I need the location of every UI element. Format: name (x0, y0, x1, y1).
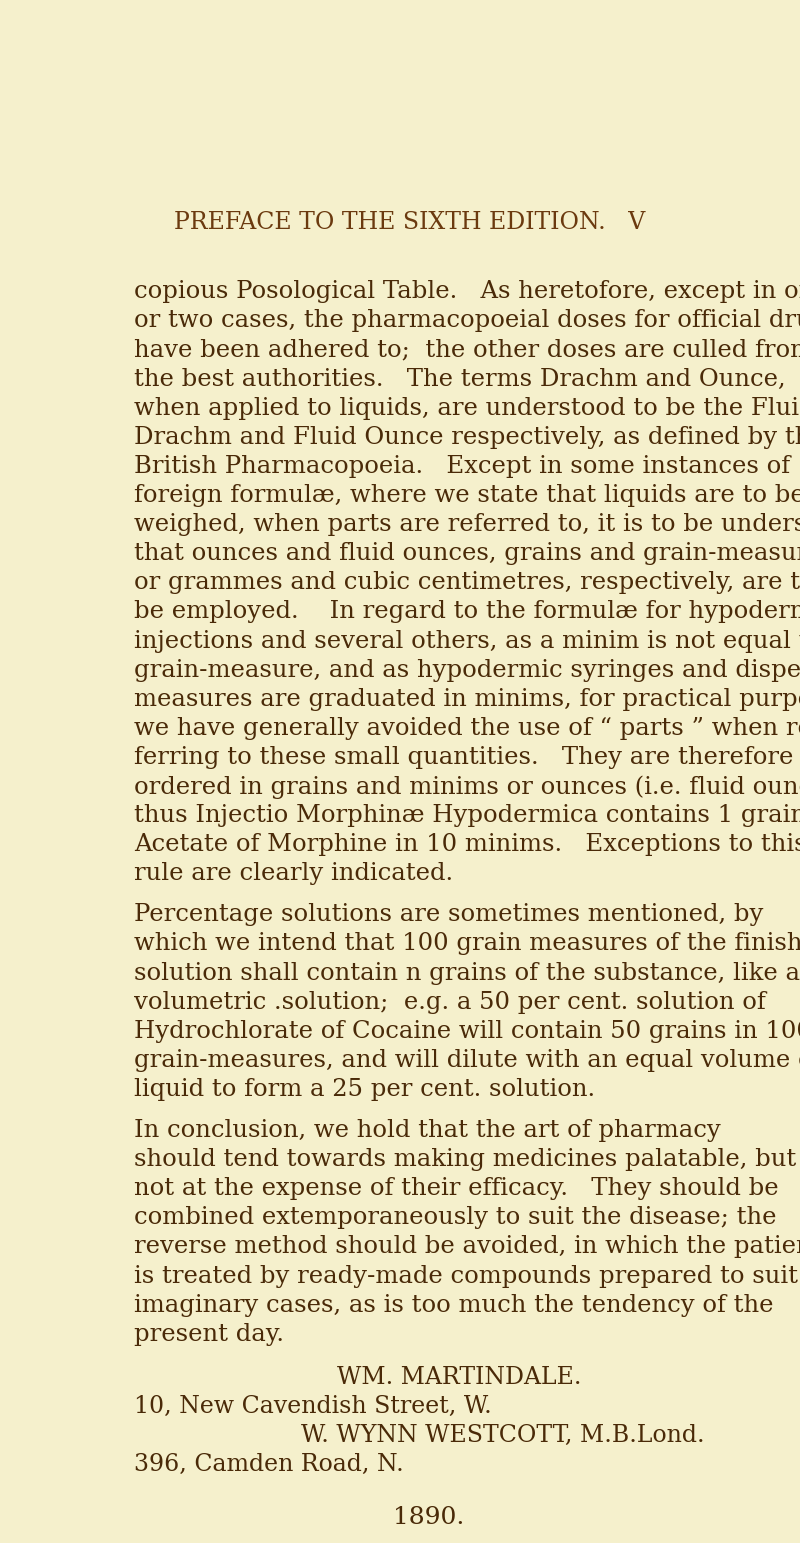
Text: ferring to these small quantities.   They are therefore: ferring to these small quantities. They … (134, 745, 794, 768)
Text: solution shall contain n grains of the substance, like a: solution shall contain n grains of the s… (134, 961, 800, 984)
Text: present day.: present day. (134, 1322, 284, 1345)
Text: be employed.    In regard to the formulæ for hypodermic: be employed. In regard to the formulæ fo… (134, 600, 800, 623)
Text: have been adhered to;  the other doses are culled from: have been adhered to; the other doses ar… (134, 338, 800, 361)
Text: 10, New Cavendish Street, W.: 10, New Cavendish Street, W. (134, 1395, 492, 1418)
Text: should tend towards making medicines palatable, but: should tend towards making medicines pal… (134, 1148, 796, 1171)
Text: British Pharmacopoeia.   Except in some instances of: British Pharmacopoeia. Except in some in… (134, 455, 790, 478)
Text: when applied to liquids, are understood to be the Fluid: when applied to liquids, are understood … (134, 397, 800, 420)
Text: we have generally avoided the use of “ parts ” when re-: we have generally avoided the use of “ p… (134, 717, 800, 739)
Text: the best authorities.   The terms Drachm and Ounce,: the best authorities. The terms Drachm a… (134, 367, 786, 390)
Text: 396, Camden Road, N.: 396, Camden Road, N. (134, 1454, 404, 1477)
Text: copious Posological Table.   As heretofore, except in one: copious Posological Table. As heretofore… (134, 281, 800, 304)
Text: liquid to form a 25 per cent. solution.: liquid to form a 25 per cent. solution. (134, 1079, 595, 1102)
Text: or two cases, the pharmacopoeial doses for official drugs: or two cases, the pharmacopoeial doses f… (134, 309, 800, 332)
Text: Percentage solutions are sometimes mentioned, by: Percentage solutions are sometimes menti… (134, 903, 763, 926)
Text: reverse method should be avoided, in which the patient: reverse method should be avoided, in whi… (134, 1236, 800, 1259)
Text: measures are graduated in minims, for practical purposes: measures are graduated in minims, for pr… (134, 688, 800, 711)
Text: thus Injectio Morphinæ Hypodermica contains 1 grain of: thus Injectio Morphinæ Hypodermica conta… (134, 804, 800, 827)
Text: foreign formulæ, where we state that liquids are to be: foreign formulæ, where we state that liq… (134, 485, 800, 508)
Text: imaginary cases, as is too much the tendency of the: imaginary cases, as is too much the tend… (134, 1293, 774, 1316)
Text: which we intend that 100 grain measures of the finished: which we intend that 100 grain measures … (134, 932, 800, 955)
Text: Hydrochlorate of Cocaine will contain 50 grains in 100: Hydrochlorate of Cocaine will contain 50… (134, 1020, 800, 1043)
Text: weighed, when parts are referred to, it is to be understood: weighed, when parts are referred to, it … (134, 514, 800, 535)
Text: not at the expense of their efficacy.   They should be: not at the expense of their efficacy. Th… (134, 1177, 778, 1200)
Text: 1890.: 1890. (393, 1506, 464, 1529)
Text: grain-measures, and will dilute with an equal volume of: grain-measures, and will dilute with an … (134, 1049, 800, 1072)
Text: grain-measure, and as hypodermic syringes and dispensing: grain-measure, and as hypodermic syringe… (134, 659, 800, 682)
Text: that ounces and fluid ounces, grains and grain-measures,: that ounces and fluid ounces, grains and… (134, 542, 800, 565)
Text: PREFACE TO THE SIXTH EDITION.   V: PREFACE TO THE SIXTH EDITION. V (174, 211, 646, 235)
Text: Drachm and Fluid Ounce respectively, as defined by the: Drachm and Fluid Ounce respectively, as … (134, 426, 800, 449)
Text: In conclusion, we hold that the art of pharmacy: In conclusion, we hold that the art of p… (134, 1119, 721, 1142)
Text: rule are clearly indicated.: rule are clearly indicated. (134, 863, 454, 886)
Text: injections and several others, as a minim is not equal to a: injections and several others, as a mini… (134, 630, 800, 653)
Text: is treated by ready-made compounds prepared to suit: is treated by ready-made compounds prepa… (134, 1265, 798, 1287)
Text: combined extemporaneously to suit the disease; the: combined extemporaneously to suit the di… (134, 1207, 777, 1230)
Text: W. WYNN WESTCOTT, M.B.Lond.: W. WYNN WESTCOTT, M.B.Lond. (301, 1424, 705, 1447)
Text: ordered in grains and minims or ounces (i.e. fluid ounces);: ordered in grains and minims or ounces (… (134, 775, 800, 799)
Text: Acetate of Morphine in 10 minims.   Exceptions to this: Acetate of Morphine in 10 minims. Except… (134, 833, 800, 856)
Text: volumetric .solution;  e.g. a 50 per cent. solution of: volumetric .solution; e.g. a 50 per cent… (134, 991, 766, 1014)
Text: WM. MARTINDALE.: WM. MARTINDALE. (338, 1366, 582, 1389)
Text: or grammes and cubic centimetres, respectively, are to: or grammes and cubic centimetres, respec… (134, 571, 800, 594)
